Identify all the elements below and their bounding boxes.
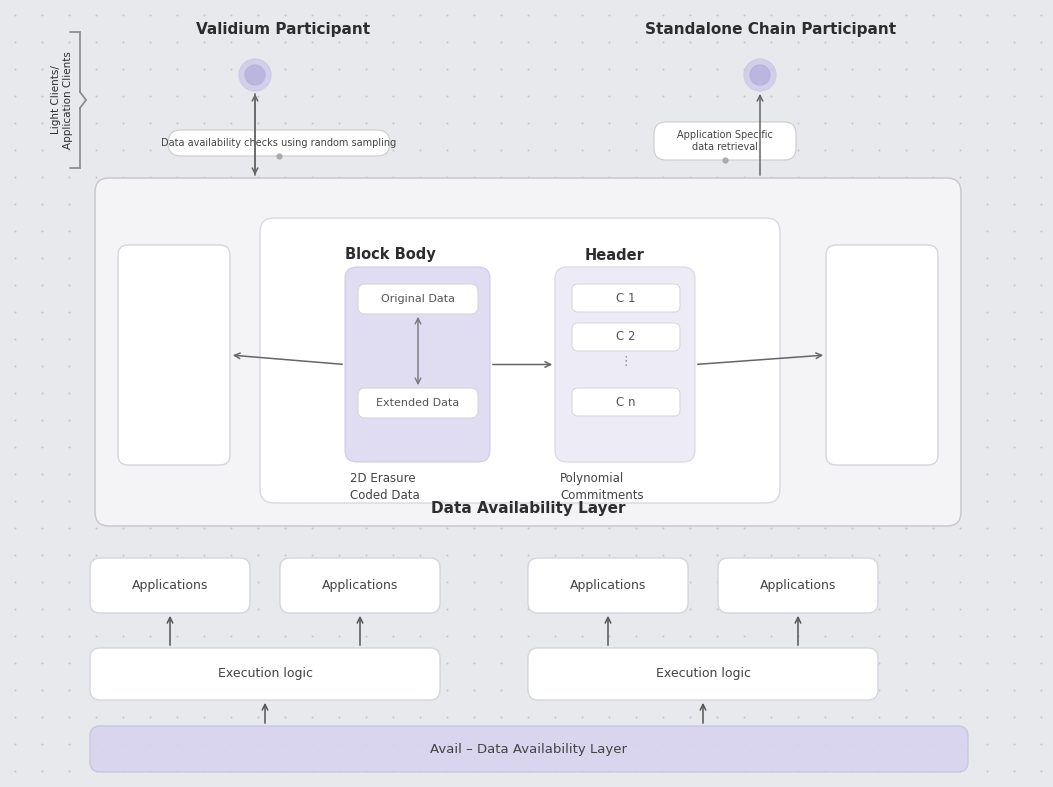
Circle shape [239, 59, 271, 91]
FancyBboxPatch shape [358, 388, 478, 418]
FancyBboxPatch shape [358, 284, 478, 314]
FancyBboxPatch shape [90, 558, 250, 613]
Text: Application Specific
data retrieval: Application Specific data retrieval [677, 130, 773, 152]
Text: Light Clients/
Application Clients: Light Clients/ Application Clients [51, 51, 74, 149]
Text: Applications: Applications [760, 579, 836, 592]
FancyBboxPatch shape [118, 245, 230, 465]
Text: Avail – Data Availability Layer: Avail – Data Availability Layer [431, 742, 628, 756]
FancyBboxPatch shape [826, 245, 938, 465]
Text: C n: C n [616, 396, 636, 408]
Text: C 2: C 2 [616, 331, 636, 343]
FancyBboxPatch shape [572, 323, 680, 351]
Text: Standalone Chain Participant: Standalone Chain Participant [645, 22, 896, 37]
Text: Execution logic: Execution logic [218, 667, 313, 681]
Text: Data availability checks using random sampling: Data availability checks using random sa… [161, 138, 397, 148]
FancyBboxPatch shape [280, 558, 440, 613]
Circle shape [750, 65, 770, 85]
Text: ⋮: ⋮ [620, 354, 632, 368]
Text: 2D Erasure
Coded Data: 2D Erasure Coded Data [350, 472, 420, 502]
FancyBboxPatch shape [168, 130, 390, 156]
Circle shape [245, 65, 265, 85]
Text: C 1: C 1 [616, 291, 636, 305]
Text: Validium Participant: Validium Participant [196, 22, 370, 37]
FancyBboxPatch shape [90, 648, 440, 700]
Text: Applications: Applications [570, 579, 647, 592]
FancyBboxPatch shape [345, 267, 490, 462]
Text: Extended Data: Extended Data [376, 398, 459, 408]
FancyBboxPatch shape [572, 284, 680, 312]
Text: Applications: Applications [322, 579, 398, 592]
FancyBboxPatch shape [90, 726, 968, 772]
FancyBboxPatch shape [95, 178, 961, 526]
FancyBboxPatch shape [260, 218, 780, 503]
Text: Data Availability Layer: Data Availability Layer [431, 501, 625, 515]
Text: Applications: Applications [132, 579, 208, 592]
FancyBboxPatch shape [572, 388, 680, 416]
Text: Execution logic: Execution logic [656, 667, 751, 681]
FancyBboxPatch shape [718, 558, 878, 613]
Text: Original Data: Original Data [381, 294, 455, 304]
Text: Header: Header [585, 247, 644, 263]
Text: Polynomial
Commitments: Polynomial Commitments [560, 472, 643, 502]
FancyBboxPatch shape [528, 648, 878, 700]
FancyBboxPatch shape [528, 558, 688, 613]
FancyBboxPatch shape [654, 122, 796, 160]
Circle shape [744, 59, 776, 91]
FancyBboxPatch shape [555, 267, 695, 462]
Text: Block Body: Block Body [344, 247, 435, 263]
